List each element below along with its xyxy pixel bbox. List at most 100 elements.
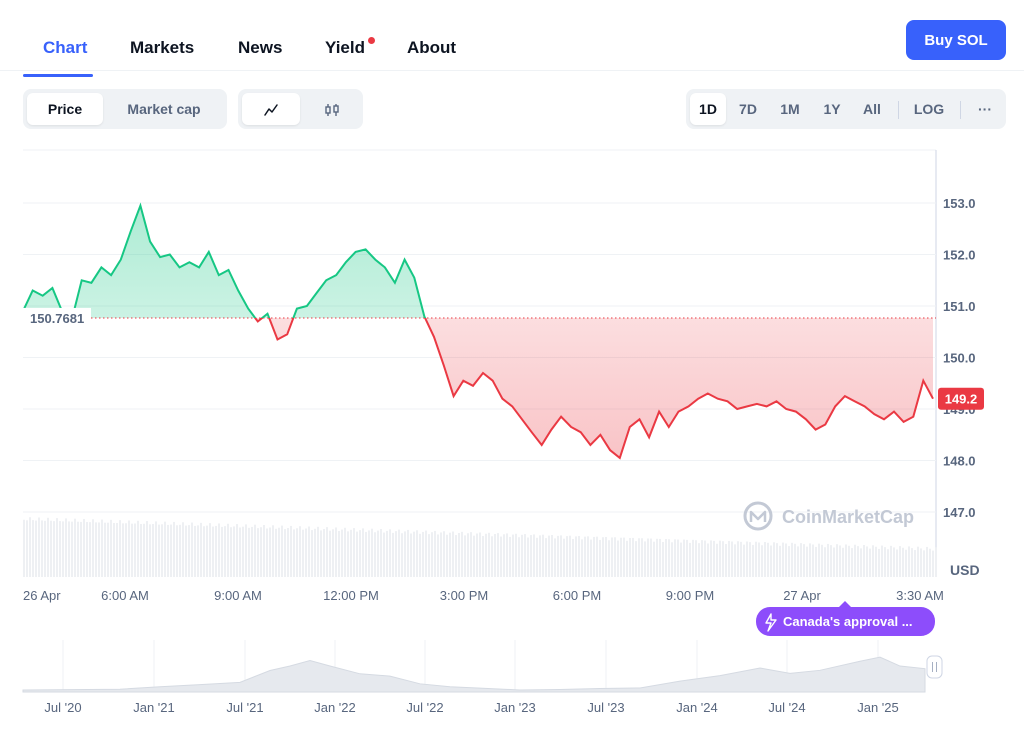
- current-price-label: 149.2: [945, 392, 978, 407]
- volume-bar: [464, 535, 466, 577]
- volume-bar: [533, 534, 535, 577]
- volume-bar: [809, 543, 811, 577]
- volume-bar: [779, 545, 781, 577]
- volume-bar: [917, 546, 919, 577]
- buy-button[interactable]: Buy SOL: [906, 20, 1006, 60]
- x-tick-label: 9:00 PM: [666, 588, 714, 603]
- tab-markets[interactable]: Markets: [130, 38, 195, 57]
- volume-bar: [62, 521, 64, 577]
- price-toggle-button[interactable]: Price: [27, 93, 103, 125]
- x-tick-label: 9:00 AM: [214, 588, 262, 603]
- volume-bar: [311, 530, 313, 577]
- overview-navigator[interactable]: Jul '20 Jan '21 Jul '21 Jan '22 Jul '22 Jan '…: [22, 640, 943, 715]
- volume-bar: [842, 547, 844, 577]
- volume-bar: [431, 532, 433, 577]
- range-1d-button[interactable]: 1D: [690, 93, 726, 125]
- volume-bar: [920, 548, 922, 577]
- volume-bar: [746, 541, 748, 577]
- yield-notification-dot: [368, 37, 375, 44]
- watermark: CoinMarketCap: [743, 501, 914, 531]
- volume-bar: [182, 522, 184, 577]
- volume-bar: [392, 532, 394, 577]
- volume-bar: [251, 526, 253, 577]
- volume-bar: [80, 521, 82, 577]
- y-axis-unit: USD: [950, 562, 980, 578]
- volume-bar: [254, 524, 256, 577]
- volume-bar: [881, 545, 883, 577]
- volume-bar: [854, 544, 856, 577]
- volume-bar: [287, 527, 289, 577]
- price-chart[interactable]: CoinMarketCap 150.7681 153.0 152.0 151.0 15…: [0, 140, 1024, 735]
- volume-bar: [395, 531, 397, 577]
- news-tag[interactable]: Canada's approval ...: [756, 601, 935, 636]
- price-chart-area[interactable]: CoinMarketCap 150.7681 153.0 152.0 151.0 15…: [0, 140, 1024, 735]
- reference-price-label: 150.7681: [30, 311, 84, 326]
- x-axis-ticks: 26 Apr 6:00 AM 9:00 AM 12:00 PM 3:00 PM 6:00 …: [23, 588, 944, 603]
- volume-bar: [617, 540, 619, 577]
- volume-bar: [176, 525, 178, 577]
- volume-bars: [23, 517, 937, 577]
- volume-bar: [599, 539, 601, 577]
- area-below-reference: [23, 317, 933, 458]
- tab-yield[interactable]: Yield: [325, 38, 365, 57]
- volume-bar: [575, 536, 577, 577]
- volume-bar: [659, 538, 661, 577]
- volume-bar: [623, 537, 625, 577]
- volume-bar: [875, 546, 877, 577]
- log-scale-button[interactable]: LOG: [906, 93, 952, 125]
- tab-chart[interactable]: Chart: [43, 38, 88, 57]
- volume-bar: [494, 534, 496, 577]
- volume-bar: [821, 544, 823, 577]
- line-chart-button[interactable]: [242, 93, 300, 125]
- volume-bar: [125, 523, 127, 577]
- volume-bar: [497, 533, 499, 577]
- volume-bar: [452, 531, 454, 577]
- more-options-button[interactable]: ···: [968, 93, 1002, 125]
- volume-bar: [332, 529, 334, 577]
- volume-bar: [608, 540, 610, 577]
- volume-bar: [116, 522, 118, 577]
- volume-bar: [131, 523, 133, 577]
- volume-bar: [248, 527, 250, 577]
- volume-bar: [143, 523, 145, 577]
- volume-bar: [827, 543, 829, 577]
- volume-bar: [227, 523, 229, 577]
- volume-bar: [398, 529, 400, 577]
- tab-about[interactable]: About: [407, 38, 457, 57]
- volume-bar: [407, 529, 409, 577]
- overview-tick-label: Jul '22: [406, 700, 443, 715]
- volume-bar: [374, 532, 376, 577]
- volume-bar: [434, 530, 436, 577]
- volume-bar: [134, 523, 136, 577]
- x-tick-label: 3:30 AM: [896, 588, 944, 603]
- volume-bar: [29, 517, 31, 577]
- market-cap-toggle-button[interactable]: Market cap: [107, 93, 221, 125]
- top-navigation: Chart Markets News Yield About: [0, 8, 1024, 77]
- volume-bar: [764, 542, 766, 577]
- volume-bar: [446, 534, 448, 577]
- range-1m-button[interactable]: 1M: [772, 93, 808, 125]
- volume-bar: [341, 529, 343, 577]
- range-all-button[interactable]: All: [854, 93, 890, 125]
- volume-bar: [461, 531, 463, 577]
- y-tick-label: 147.0: [943, 505, 976, 520]
- overview-tick-label: Jan '24: [676, 700, 718, 715]
- volume-bar: [848, 545, 850, 577]
- volume-bar: [758, 542, 760, 577]
- x-tick-label: 26 Apr: [23, 588, 61, 603]
- tab-news[interactable]: News: [238, 38, 283, 57]
- volume-bar: [239, 527, 241, 577]
- volume-bar: [662, 541, 664, 577]
- news-tag-pill[interactable]: [756, 607, 935, 636]
- volume-bar: [440, 532, 442, 577]
- volume-bar: [716, 543, 718, 577]
- range-1y-button[interactable]: 1Y: [814, 93, 850, 125]
- candlestick-button[interactable]: [304, 93, 359, 125]
- volume-bar: [23, 519, 25, 577]
- volume-bar: [65, 518, 67, 577]
- overview-handle[interactable]: [926, 655, 943, 679]
- news-tag-text: Canada's approval ...: [783, 614, 913, 629]
- range-7d-button[interactable]: 7D: [730, 93, 766, 125]
- volume-bar: [731, 541, 733, 577]
- volume-bar: [356, 531, 358, 577]
